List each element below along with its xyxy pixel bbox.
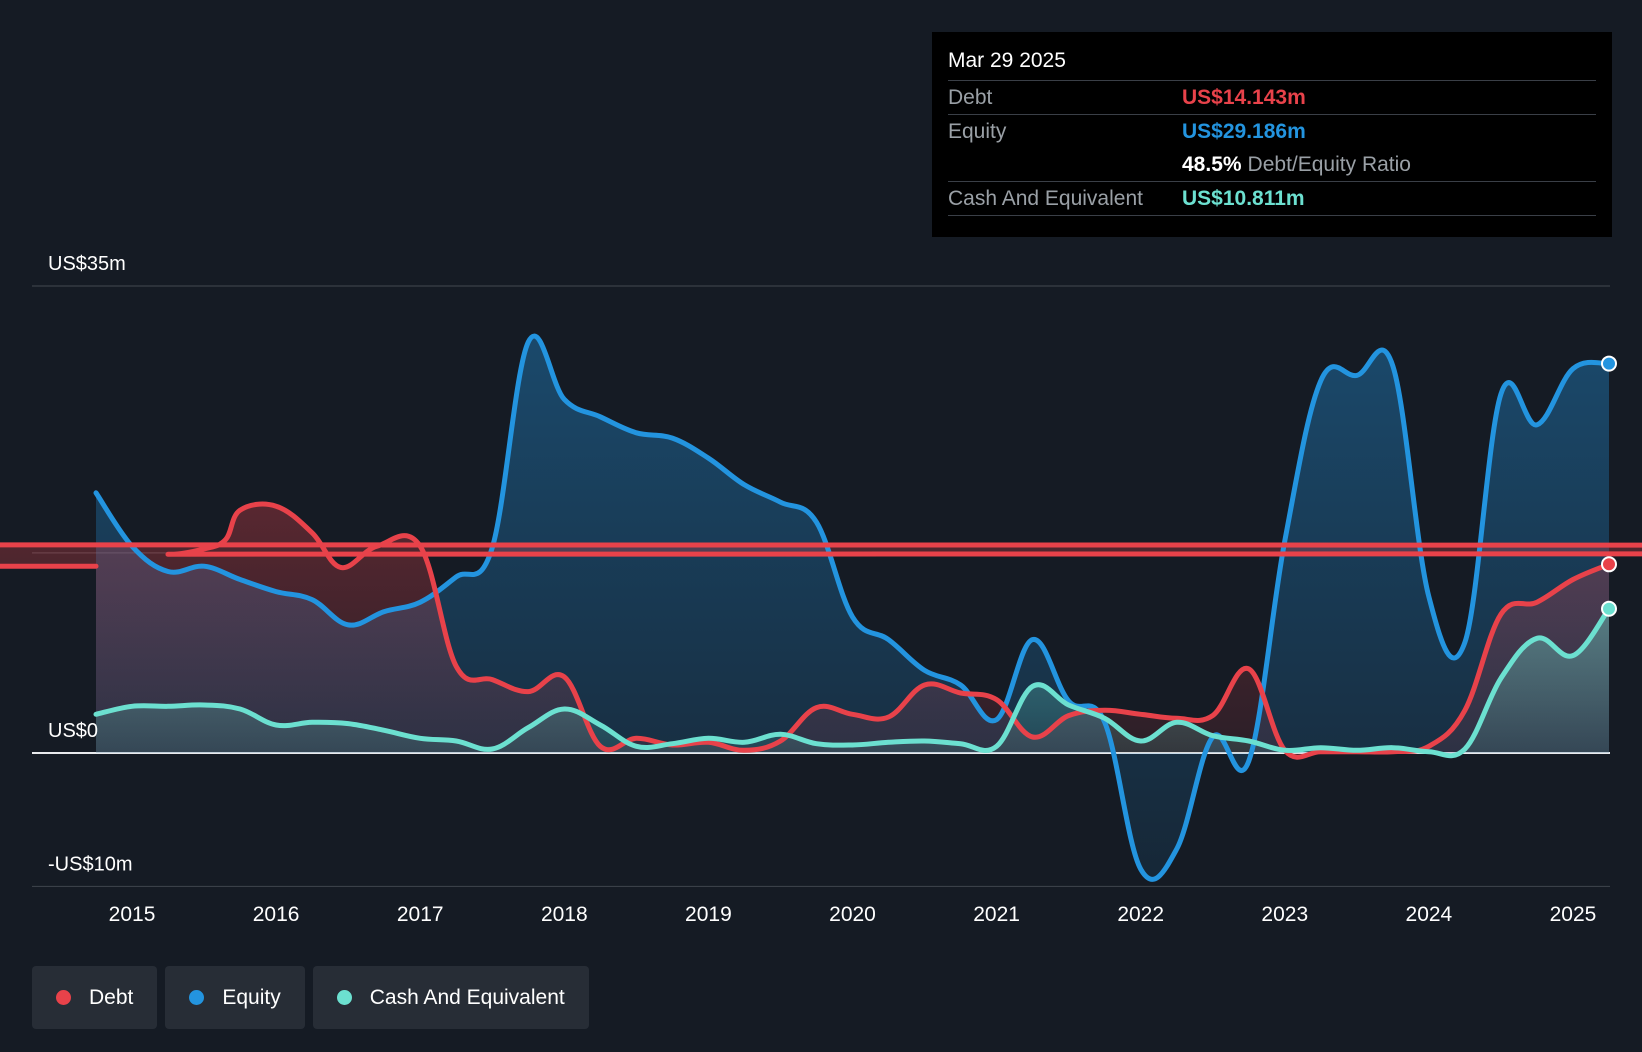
y-axis-label: US$0 — [48, 720, 98, 742]
cash-end-point[interactable] — [1601, 600, 1617, 617]
cash-area — [96, 608, 1609, 756]
legend-cash-label: Cash And Equivalent — [369, 985, 565, 1009]
x-tick-label: 2020 — [829, 903, 876, 926]
tooltip-ratio-label: Debt/Equity Ratio — [1247, 152, 1411, 176]
x-tick-label: 2016 — [253, 903, 300, 926]
equity-line — [93, 333, 1612, 882]
legend: Debt Equity Cash And Equivalent — [32, 966, 589, 1029]
x-tick-label: 2025 — [1550, 903, 1597, 926]
x-tick-label: 2024 — [1406, 903, 1453, 926]
cash-dot-icon — [336, 990, 352, 1005]
tooltip-date: Mar 29 2025 — [948, 49, 1066, 72]
tooltip-equity-row: Equity US$29.186m — [948, 114, 1596, 148]
tooltip-equity-label: Equity — [948, 119, 1007, 143]
x-axis-ticks: 2015 2016 2017 2018 2019 2020 2021 2022 2023 2024… — [109, 903, 1597, 926]
x-tick-label: 2019 — [685, 903, 732, 926]
series-lines — [0, 333, 1642, 882]
tooltip-cash-value: US$10.811m — [1182, 186, 1305, 210]
tooltip-ratio-row: 48.5% Debt/Equity Ratio — [948, 148, 1596, 181]
tooltip-equity-value: US$29.186m — [1182, 119, 1306, 143]
y-axis-labels: US$35m US$0 -US$10m — [48, 253, 132, 875]
legend-item-equity[interactable]: Equity — [165, 966, 305, 1029]
tooltip-cash-row: Cash And Equivalent US$10.811m — [948, 181, 1596, 216]
y-axis-label: -US$10m — [48, 853, 132, 875]
tooltip-debt-value: US$14.143m — [1182, 85, 1306, 109]
x-tick-label: 2017 — [397, 903, 444, 926]
legend-item-debt[interactable]: Debt — [32, 966, 158, 1029]
y-axis-label: US$35m — [48, 253, 126, 275]
x-tick-label: 2022 — [1117, 903, 1164, 926]
legend-debt-label: Debt — [89, 985, 134, 1009]
x-tick-label: 2015 — [109, 903, 156, 926]
tooltip-cash-label: Cash And Equivalent — [948, 186, 1143, 210]
tooltip: Mar 29 2025 Debt US$14.143m Equity US$29… — [932, 32, 1612, 237]
tooltip-debt-row: Debt US$14.143m — [948, 80, 1596, 114]
debt-end-point[interactable] — [1601, 556, 1617, 573]
end-point-markers — [1601, 355, 1617, 617]
tooltip-ratio-value: 48.5% — [1182, 152, 1242, 176]
tooltip-debt-label: Debt — [948, 85, 993, 109]
x-tick-label: 2018 — [541, 903, 588, 926]
equity-end-point[interactable] — [1601, 355, 1617, 372]
area-fills — [0, 336, 1642, 880]
equity-dot-icon — [189, 990, 205, 1005]
debt-dot-icon — [56, 990, 71, 1005]
legend-item-cash[interactable]: Cash And Equivalent — [312, 966, 589, 1029]
legend-equity-label: Equity — [222, 985, 281, 1009]
cash-line — [93, 606, 1612, 759]
x-tick-label: 2021 — [973, 903, 1020, 926]
x-tick-label: 2023 — [1261, 903, 1308, 926]
